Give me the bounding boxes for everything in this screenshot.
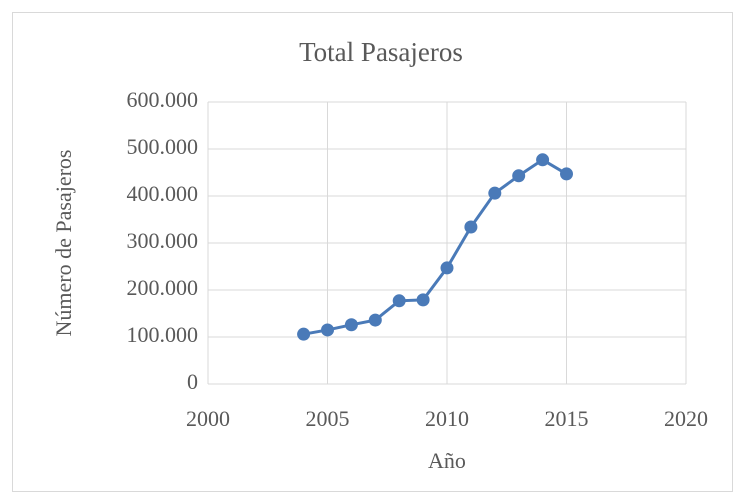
x-axis-label: Año	[428, 448, 466, 473]
y-tick-label: 100.000	[127, 322, 199, 347]
y-tick-label: 600.000	[127, 87, 199, 112]
chart-border	[12, 12, 733, 492]
x-tick-label: 2000	[186, 406, 230, 431]
point-marker	[321, 323, 334, 337]
point-marker	[297, 327, 311, 341]
y-tick-label: 500.000	[127, 134, 199, 159]
point-marker	[440, 261, 454, 275]
point-marker	[464, 220, 478, 234]
point-marker	[488, 186, 502, 200]
y-tick-label: 200.000	[127, 275, 199, 300]
point-marker	[344, 318, 358, 332]
point-marker	[560, 167, 573, 181]
point-marker	[536, 153, 550, 167]
x-tick-label: 2015	[545, 406, 589, 431]
point-marker	[392, 294, 406, 308]
point-marker	[416, 293, 430, 307]
x-tick-label: 2020	[664, 406, 708, 431]
x-tick-label: 2010	[425, 406, 469, 431]
point-marker	[512, 169, 526, 183]
point-marker	[368, 313, 382, 327]
y-axis-label: Número de Pasajeros	[51, 150, 76, 337]
y-tick-label: 400.000	[127, 181, 199, 206]
y-tick-label: 300.000	[127, 228, 199, 253]
chart-title: Total Pasajeros	[299, 37, 463, 67]
x-tick-label: 2005	[306, 406, 350, 431]
y-tick-label: 0	[187, 369, 198, 394]
